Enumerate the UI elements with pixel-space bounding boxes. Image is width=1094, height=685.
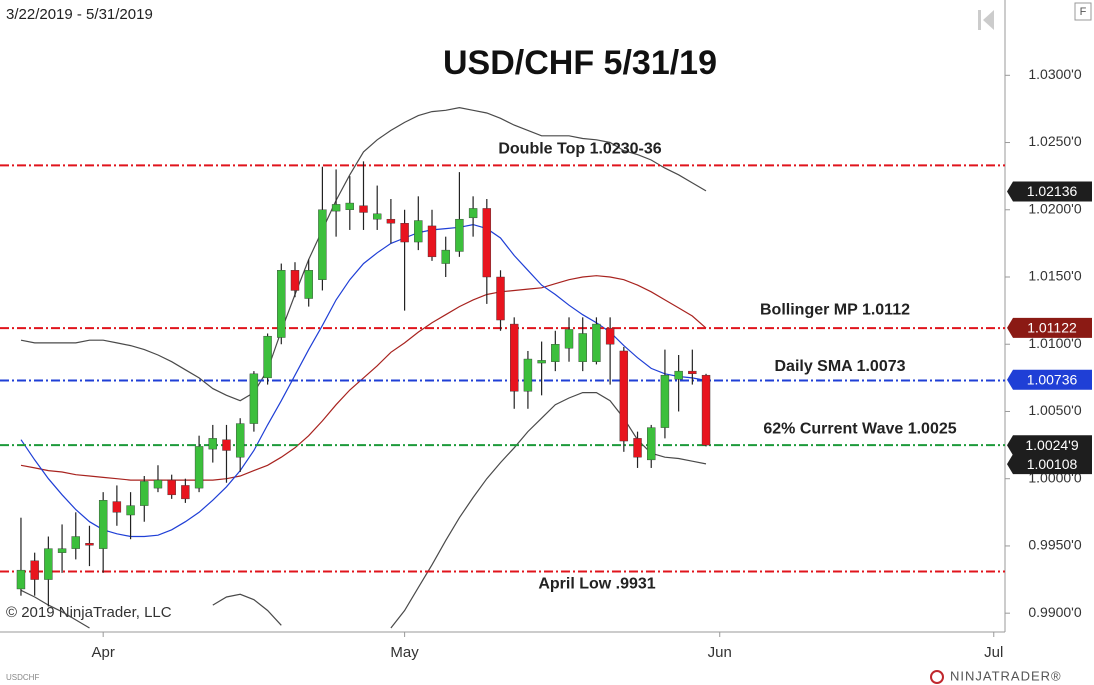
y-tick-label: 1.0300'0 (1028, 66, 1081, 82)
candle-body (44, 548, 53, 580)
x-tick-label: May (390, 644, 419, 661)
brand: NINJATRADER® (950, 668, 1062, 683)
brand-logo: NINJATRADER® (930, 668, 1062, 684)
candle-body (537, 360, 546, 364)
candle-body (140, 481, 149, 506)
symbol: USDCHF (6, 673, 39, 682)
candle-body (701, 374, 711, 446)
x-tick-label: Apr (91, 644, 114, 661)
icon-bar (978, 10, 981, 30)
y-tick-label: 1.0050'0 (1028, 402, 1081, 418)
candle-body (263, 335, 272, 379)
chart-title: USD/CHF 5/31/19 (443, 44, 717, 82)
candle-body (181, 485, 190, 500)
level-label: Daily SMA 1.0073 (774, 358, 905, 375)
level-label: Double Top 1.0230-36 (498, 141, 661, 158)
logo-icon (930, 670, 944, 684)
candle-body (414, 220, 423, 243)
candle-body (605, 327, 615, 345)
candle-body (386, 218, 396, 224)
y-tick-label: 0.9900'0 (1028, 604, 1081, 620)
candle-body (564, 329, 574, 349)
button-label: F (1080, 6, 1087, 18)
candle-body (57, 548, 67, 553)
candle-body (331, 204, 341, 212)
candle-body (359, 205, 368, 213)
x-tick-label: Jul (984, 644, 1003, 661)
candle-body (619, 350, 629, 442)
candle-body (16, 569, 26, 590)
candle-body (427, 225, 437, 258)
candle-body (482, 208, 492, 278)
candle-body (373, 213, 382, 220)
price-tag-label: 1.01122 (1027, 320, 1077, 336)
price-tag (1007, 435, 1092, 456)
price-tag-label: 1.0024'9 (1025, 437, 1078, 453)
candle-body (85, 543, 94, 546)
candle-body (441, 249, 450, 264)
candle-body (633, 438, 642, 458)
candle-body (510, 323, 519, 392)
candle-body (222, 439, 231, 451)
candle-body (578, 333, 587, 362)
price-tag (1007, 181, 1092, 202)
price-tag (1007, 369, 1092, 390)
icon-arrow (983, 10, 994, 30)
candle-body (249, 373, 259, 424)
level-label: 62% Current Wave 1.0025 (763, 420, 956, 437)
button-frame (1074, 2, 1092, 21)
candle-body (688, 370, 697, 375)
plot-area (0, 106, 1005, 629)
candle-body (112, 501, 122, 513)
y-tick-label: 1.0100'0 (1028, 335, 1081, 351)
candle-body (345, 202, 354, 210)
price-tag (1007, 317, 1092, 338)
level-label: Bollinger MP 1.0112 (760, 301, 910, 318)
candle-body (660, 374, 670, 428)
candle-body (208, 438, 217, 450)
candle-body (71, 536, 80, 549)
price-tag-label: 1.00108 (1027, 456, 1078, 472)
level-label: April Low .9931 (538, 576, 655, 593)
y-tick-label: 0.9950'0 (1028, 537, 1081, 553)
candle-body (98, 500, 108, 549)
copyright: © 2019 NinjaTrader, LLC (6, 604, 172, 621)
candle-body (235, 423, 245, 458)
indicator-line (20, 223, 707, 538)
candle-body (126, 505, 135, 516)
candle-body (496, 276, 505, 321)
candle-body (277, 270, 286, 338)
indicator-line (20, 106, 707, 402)
date-range: 3/22/2019 - 5/31/2019 (6, 6, 153, 23)
y-tick-label: 1.0150'0 (1028, 268, 1081, 284)
scroll-end-button[interactable] (978, 10, 994, 30)
price-tag (1007, 454, 1092, 475)
candle-body (455, 218, 464, 252)
candle-body (318, 209, 327, 280)
candle-body (194, 446, 204, 489)
candle-body (304, 270, 313, 299)
price-tag-label: 1.02136 (1027, 183, 1078, 199)
corner-button[interactable]: F (1074, 2, 1092, 21)
candle-body (400, 223, 409, 243)
price-tag-label: 1.00736 (1027, 371, 1078, 387)
y-tick-label: 1.0200'0 (1028, 200, 1081, 216)
candle-body (523, 358, 533, 392)
candle-body (551, 344, 560, 362)
candle-body (290, 270, 300, 291)
candle-body (468, 208, 478, 219)
candle-body (153, 479, 163, 489)
indicator-line (20, 275, 707, 481)
candle-body (647, 427, 656, 461)
y-tick-label: 1.0250'0 (1028, 133, 1081, 149)
candle-body (592, 323, 601, 362)
candle-body (167, 479, 176, 496)
candle-body (30, 560, 39, 580)
x-tick-label: Jun (708, 644, 732, 661)
candle-body (674, 370, 683, 380)
